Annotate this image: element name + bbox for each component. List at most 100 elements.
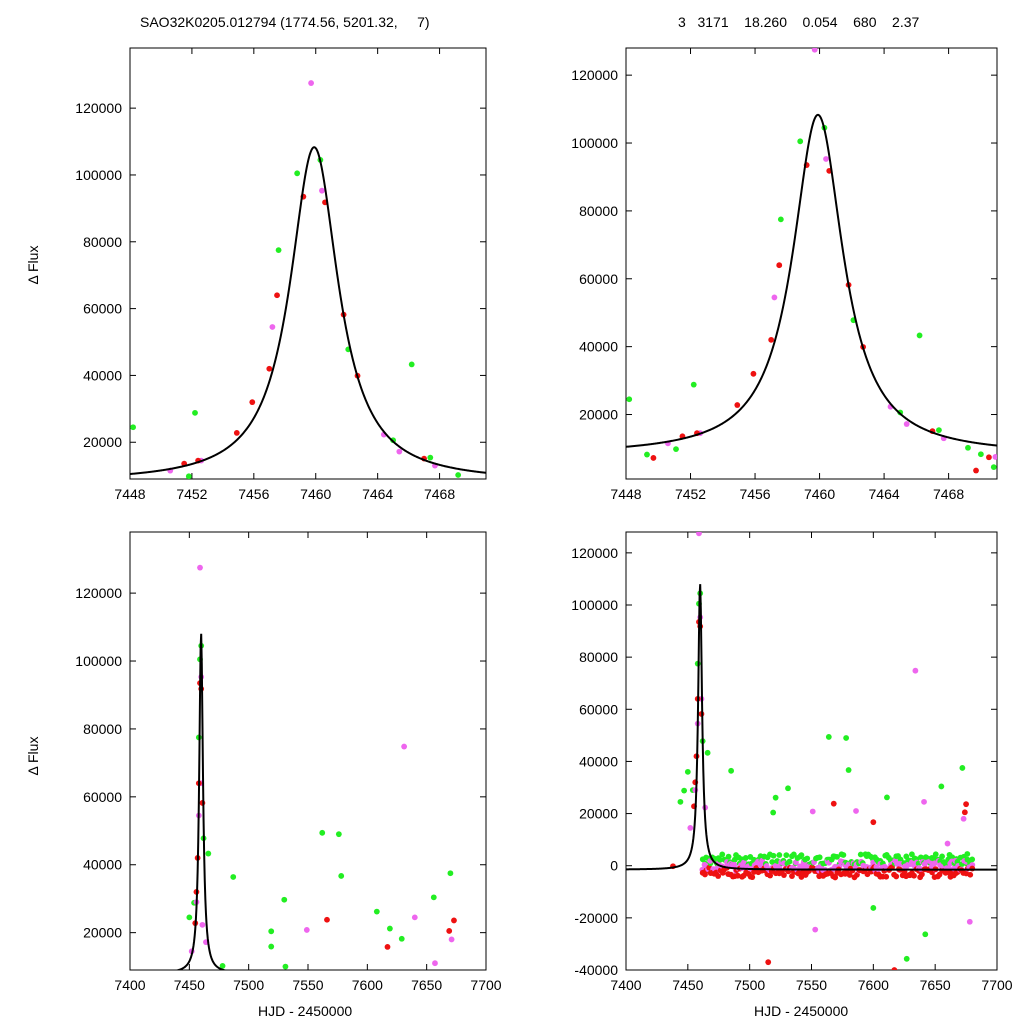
- data-point-green: [717, 856, 723, 863]
- data-point-green: [281, 896, 288, 903]
- data-point-green: [219, 963, 226, 969]
- x-tick-label: 7468: [424, 486, 455, 502]
- plot-frame: [625, 531, 998, 971]
- data-point-green: [335, 831, 342, 838]
- data-point-red: [451, 917, 457, 924]
- data-point-magenta: [912, 667, 919, 674]
- data-point-green: [644, 451, 650, 458]
- data-point-red: [936, 871, 943, 878]
- y-tick-label: 20000: [83, 925, 122, 941]
- data-point-magenta: [411, 914, 418, 921]
- x-tick-label: 7468: [933, 486, 964, 502]
- data-point-magenta: [303, 927, 310, 933]
- data-point-green: [719, 851, 726, 858]
- data-point-green: [903, 955, 910, 962]
- x-tick-label: 7450: [174, 977, 205, 993]
- data-point-green: [939, 853, 945, 860]
- object-title: SAO32K0205.012794 (1774.56, 5201.32, 7): [140, 14, 430, 30]
- data-point-magenta: [903, 421, 910, 427]
- data-point-red: [961, 809, 968, 816]
- x-tick-label: 7500: [734, 977, 765, 993]
- y-tick-label: 40000: [579, 753, 618, 769]
- data-point-magenta: [197, 564, 203, 571]
- y-tick-label: 60000: [579, 271, 618, 287]
- model-curve: [174, 633, 228, 970]
- data-point-red: [911, 872, 917, 879]
- data-point-red: [893, 873, 900, 880]
- data-point-green: [704, 749, 711, 756]
- data-point-green: [408, 361, 415, 368]
- data-point-green: [798, 852, 805, 859]
- data-point-magenta: [966, 918, 973, 925]
- data-point-green: [205, 850, 212, 857]
- y-tick-label: 80000: [83, 234, 122, 250]
- data-point-red: [749, 874, 756, 881]
- x-tick-label: 7400: [114, 977, 145, 993]
- data-point-red: [274, 292, 280, 299]
- data-point-green: [843, 735, 850, 741]
- data-point-red: [768, 336, 775, 343]
- data-point-green: [797, 138, 804, 145]
- x-tick-label: 7452: [176, 486, 207, 502]
- data-point-red: [969, 865, 976, 872]
- data-point-magenta: [319, 187, 325, 194]
- data-point-green: [373, 908, 380, 915]
- data-point-green: [959, 765, 966, 771]
- data-point-red: [986, 454, 992, 461]
- data-point-magenta: [853, 808, 859, 814]
- data-point-red: [789, 873, 795, 879]
- data-point-red: [650, 455, 657, 461]
- x-tick-label: 7460: [804, 486, 835, 502]
- data-point-green: [681, 787, 688, 794]
- data-point-green: [990, 464, 997, 471]
- data-point-red: [776, 262, 783, 269]
- data-point-green: [192, 409, 198, 416]
- data-point-green: [776, 852, 783, 858]
- data-point-red: [715, 873, 722, 879]
- data-point-magenta: [396, 448, 403, 455]
- data-point-green: [969, 856, 976, 863]
- data-point-green: [916, 332, 923, 339]
- x-tick-label: 7456: [238, 486, 269, 502]
- data-point-green: [294, 170, 301, 177]
- data-point-magenta: [811, 48, 818, 53]
- y-tick-label: 60000: [83, 789, 122, 805]
- y-tick-label: 120000: [571, 67, 618, 83]
- plot-frame: [625, 47, 998, 480]
- data-point-green: [673, 446, 679, 453]
- data-point-magenta: [401, 743, 408, 750]
- x-tick-label: 7600: [858, 977, 889, 993]
- y-axis-label-top: Δ Flux: [25, 245, 41, 285]
- data-point-red: [734, 402, 741, 408]
- x-tick-label: 7500: [233, 977, 264, 993]
- data-point-red: [266, 365, 273, 372]
- data-point-green: [816, 854, 823, 861]
- x-tick-label: 7456: [739, 486, 770, 502]
- y-tick-label: 100000: [75, 653, 122, 669]
- data-point-green: [804, 855, 811, 862]
- data-point-magenta: [771, 294, 778, 301]
- data-point-green: [790, 851, 797, 858]
- data-point-green: [626, 396, 633, 403]
- model-curve: [626, 584, 997, 871]
- y-tick-label: 100000: [571, 597, 618, 613]
- plot-frame: [129, 531, 487, 971]
- data-point-red: [832, 874, 839, 881]
- data-point-green: [186, 914, 193, 921]
- data-point-magenta: [432, 960, 438, 967]
- y-tick-label: 20000: [83, 434, 122, 450]
- x-tick-label: 7700: [981, 977, 1012, 993]
- data-point-magenta: [809, 808, 816, 815]
- plot-frame: [129, 47, 487, 480]
- data-point-red: [750, 370, 757, 377]
- y-tick-label: -40000: [574, 962, 618, 978]
- data-point-green: [728, 767, 735, 774]
- data-point-green: [684, 768, 691, 775]
- x-tick-label: 7448: [610, 486, 641, 502]
- data-point-green: [785, 785, 791, 792]
- y-tick-label: 120000: [75, 100, 122, 116]
- plot-content: [626, 48, 997, 474]
- data-point-green: [770, 852, 777, 859]
- data-point-green: [770, 809, 777, 816]
